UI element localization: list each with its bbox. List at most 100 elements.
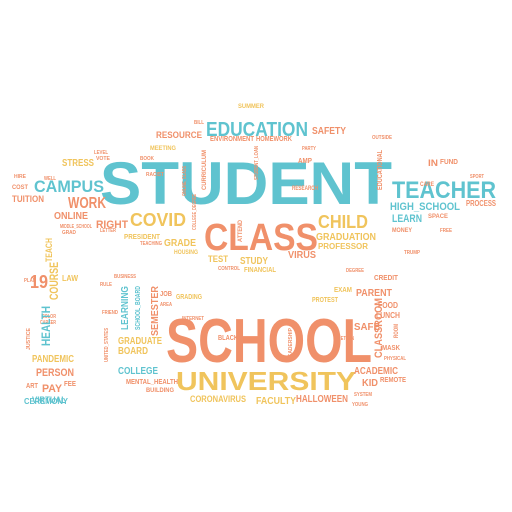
word-color: COLOR (42, 314, 56, 320)
word-outside: OUTSIDE (372, 135, 393, 141)
word-bill: BILL (194, 120, 204, 126)
word-learning: LEARNING (120, 286, 131, 330)
word-kid: KID (362, 378, 378, 389)
word-online: ONLINE (54, 211, 88, 222)
word-well: WELL (44, 176, 56, 182)
word-class: CLASS (204, 217, 318, 259)
word-faculty: FACULTY (256, 396, 296, 407)
word-student: STUDENT (100, 150, 392, 217)
word-university: UNIVERSITY (176, 366, 356, 396)
word-college-degree: COLLEGE_DEGREE (192, 194, 198, 230)
word-college: COLLEGE (118, 366, 158, 377)
word-area: AREA (160, 302, 172, 308)
word-person: PERSON (36, 367, 74, 379)
word-money: MONEY (392, 228, 412, 234)
word-business: BUSINESS (114, 274, 137, 280)
word-grading: GRADING (176, 294, 202, 301)
word-test: TEST (208, 254, 228, 264)
word-summer: SUMMER (238, 104, 265, 110)
word-in: IN (428, 158, 438, 168)
word-curriculum: CURRICULUM (202, 150, 208, 190)
word-return: RETURN (338, 336, 354, 342)
word-cost: COST (12, 185, 28, 191)
word-pay: PAY (42, 383, 63, 395)
word-ceremony-visible: CEREMONY (24, 397, 69, 406)
word-party: PARTY (302, 146, 317, 152)
word-food: FOOD (378, 301, 398, 310)
word-system: SYSTEM (354, 392, 372, 398)
word-professor: PROFESSOR (318, 242, 368, 251)
word-fund: FUND (440, 159, 458, 166)
word-remote: REMOTE (380, 377, 406, 384)
word-classroom: CLASSROOM (373, 298, 385, 358)
word-student-loan: STUDENT_LOAN (254, 146, 260, 180)
word-vote: VOTE (96, 156, 111, 162)
word-semester: SEMESTER (150, 285, 161, 336)
word-coronavirus: CORONAVIRUS (190, 394, 246, 404)
word-amp: AMP (298, 158, 312, 165)
word-level: LEVEL (94, 150, 108, 156)
word-fee: FEE (64, 381, 76, 388)
word-control: CONTROL (218, 266, 240, 272)
word-covid: COVID (130, 210, 186, 230)
word-united-states: UNITED_STATES (104, 327, 110, 362)
word-high-school: HIGH_SCHOOL (390, 201, 460, 213)
word-room-vertical: ROOM (394, 324, 400, 338)
word-plan: PLAN (24, 278, 36, 284)
word-president: PRESIDENT (124, 234, 161, 241)
word-career: CAREER (40, 320, 56, 326)
word-trump: TRUMP (404, 250, 421, 256)
word-rule: RULE (100, 282, 113, 288)
word-attend: ATTEND (238, 219, 244, 242)
word-pandemic: PANDEMIC (32, 354, 74, 365)
word-graduation: GRADUATION (316, 232, 376, 243)
word-course: COURSE (47, 262, 61, 300)
word-learn: LEARN (392, 213, 422, 225)
word-black: BLACK (218, 335, 238, 342)
word-housing: HOUSING (174, 250, 198, 256)
word-academic: ACADEMIC (354, 366, 398, 377)
word-justice: JUSTICE (26, 327, 32, 350)
word-leadership: LEADERSHIP (288, 327, 294, 360)
word-stress: STRESS (62, 158, 94, 169)
word-study: STUDY (240, 256, 268, 267)
word-campus: CAMPUS (34, 177, 104, 196)
word-graduate: GRADUATE (118, 336, 162, 347)
word-letter: LETTER (100, 228, 116, 234)
word-art: ART (26, 383, 39, 390)
word-safety: SAFETY (312, 126, 346, 137)
word-safe: SAFE (354, 322, 380, 333)
word-work: WORK (68, 195, 106, 212)
word-free: FREE (440, 228, 453, 234)
word-board: BOARD (118, 346, 148, 357)
word-online-class: ONLINE_CLASS (182, 165, 188, 196)
word-educational: EDUCATIONAL (377, 149, 384, 190)
word-resource: RESOURCE (156, 130, 202, 140)
word-physical: PHYSICAL (384, 356, 406, 362)
word-parent: PARENT (356, 288, 392, 299)
word-school-board: SCHOOL_BOARD (135, 286, 142, 330)
word-financial: FINANCIAL (244, 267, 277, 274)
word-tuition: TUITION (12, 194, 44, 204)
word-virus: VIRUS (288, 250, 316, 261)
word-lunch: LUNCH (376, 311, 400, 320)
word-health: HEALTH (39, 306, 53, 346)
word-teaching: TEACHING (140, 241, 162, 247)
word-middle-school: MIDDLE_SCHOOL (60, 224, 92, 230)
word-teacher: TEACHER (392, 177, 496, 204)
word-education: EDUCATION (206, 119, 308, 141)
word-homework: HOMEWORK (256, 136, 292, 143)
word-credit: CREDIT (374, 275, 399, 282)
word-grad: GRAD (62, 230, 76, 236)
word-sport: SPORT (470, 174, 484, 180)
word-building: BUILDING (146, 388, 174, 394)
word-book: BOOK (140, 156, 154, 162)
word-process: PROCESS (466, 199, 497, 208)
word-protest: PROTEST (312, 297, 339, 304)
word-meeting: MEETING (150, 146, 176, 152)
word-school: SCHOOL (166, 307, 372, 376)
word-right: RIGHT (96, 219, 128, 231)
word-halloween: HALLOWEEN (296, 394, 348, 405)
